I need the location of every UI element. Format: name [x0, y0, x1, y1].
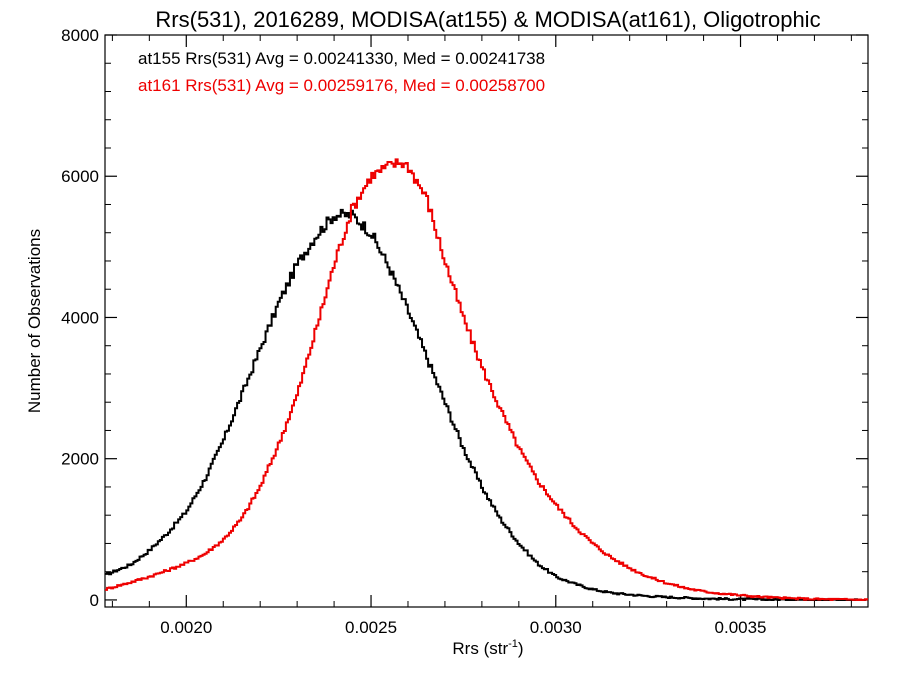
- annotation-at155: at155 Rrs(531) Avg = 0.00241330, Med = 0…: [138, 49, 545, 68]
- y-axis-label: Number of Observations: [25, 229, 44, 413]
- x-tick-label: 0.0020: [160, 618, 212, 637]
- y-tick-label: 8000: [61, 26, 99, 45]
- plot-frame: [104, 34, 869, 608]
- y-axis: 0 2000 4000 6000 8000: [61, 26, 868, 610]
- x-axis-label-close: ): [518, 639, 524, 658]
- x-tick-label: 0.0035: [715, 618, 767, 637]
- annotation-at161: at161 Rrs(531) Avg = 0.00259176, Med = 0…: [138, 76, 545, 95]
- x-axis: 0.0020 0.0025 0.0030 0.0035: [111, 35, 852, 637]
- x-tick-label: 0.0030: [530, 618, 582, 637]
- x-tick-label: 0.0025: [345, 618, 397, 637]
- y-tick-label: 2000: [61, 450, 99, 469]
- x-axis-label-main: Rrs (str: [452, 639, 508, 658]
- y-tick-label: 6000: [61, 167, 99, 186]
- y-tick-label: 4000: [61, 308, 99, 327]
- chart-title: Rrs(531), 2016289, MODISA(at155) & MODIS…: [155, 7, 820, 32]
- x-axis-label-superscript: -1: [508, 638, 518, 650]
- y-tick-label: 0: [90, 591, 99, 610]
- x-axis-label: Rrs (str-1): [452, 638, 523, 658]
- histogram-series-0: [105, 208, 869, 601]
- series-layer: [105, 158, 869, 601]
- histogram-series-1: [105, 158, 869, 601]
